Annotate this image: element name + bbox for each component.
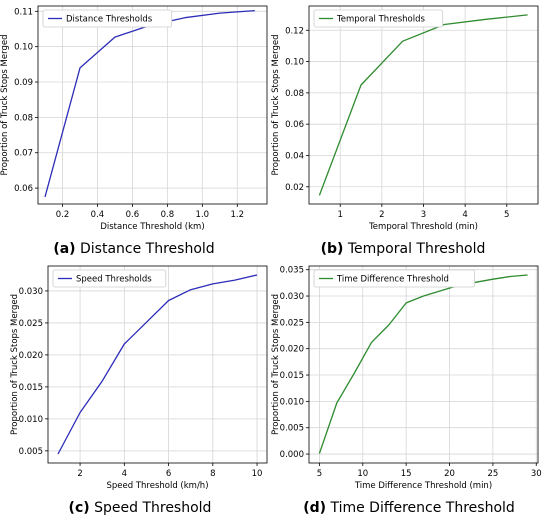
y-tick-label: 0.10 — [14, 43, 33, 53]
x-axis-label: Distance Threshold (km) — [100, 222, 204, 232]
x-tick-label: 5 — [504, 210, 509, 220]
caption-letter: (a) — [53, 241, 75, 257]
chart-panel-3: 2 4 6 8 10 0.005 0.010 0.015 0.020 0.025 0.030 Spee… — [10, 265, 268, 516]
panel-caption: (d) Time Difference Threshold — [303, 500, 515, 516]
plot-frame — [308, 265, 539, 464]
legend-label: Temporal Thresholds — [336, 15, 426, 25]
x-tick-label: 15 — [401, 469, 412, 479]
y-tick-label: 0.035 — [280, 266, 304, 276]
x-tick-label: 0.4 — [91, 210, 105, 220]
series-line — [44, 9, 255, 198]
legend: Time Difference Threshold — [313, 269, 475, 288]
x-tick-label: 25 — [487, 469, 498, 479]
panel-caption: (c) Speed Threshold — [69, 500, 212, 516]
plot-frame — [47, 265, 268, 464]
x-tick-label: 10 — [252, 469, 263, 479]
x-tick-label: 3 — [421, 210, 426, 220]
x-tick-label: 0.8 — [161, 210, 175, 220]
caption-letter: (d) — [303, 500, 326, 516]
y-tick-label: 0.08 — [14, 113, 33, 123]
caption-text: Temporal Threshold — [343, 241, 485, 257]
y-tick-label: 0.08 — [285, 89, 304, 99]
chart-panel-4: 5 10 15 20 25 30 0.000 0.005 0.010 0.015 0.020 0.02… — [271, 265, 542, 516]
x-tick-label: 20 — [444, 469, 455, 479]
x-tick-label: 30 — [531, 469, 542, 479]
caption-text: Distance Threshold — [76, 241, 215, 257]
y-tick-label: 0.04 — [285, 151, 304, 161]
chart-panel-2: 1 2 3 4 5 0.02 0.04 0.06 0.08 0.10 0.12 Temporal Th… — [271, 5, 539, 257]
legend-label: Speed Thresholds — [76, 275, 152, 285]
x-tick-label: 0.6 — [126, 210, 140, 220]
panel-caption: (a) Distance Threshold — [53, 241, 214, 257]
y-tick-label: 0.12 — [285, 26, 304, 36]
x-axis-label: Speed Threshold (km/h) — [106, 481, 208, 491]
legend: Distance Thresholds — [42, 9, 173, 28]
x-tick-label: 5 — [317, 469, 322, 479]
y-tick-label: 0.06 — [14, 184, 33, 194]
series-line — [57, 274, 258, 455]
x-axis-label: Time Difference Threshold (min) — [354, 481, 492, 491]
legend: Speed Thresholds — [52, 269, 167, 288]
y-tick-label: 0.015 — [280, 371, 304, 381]
y-tick-label: 0.02 — [285, 183, 304, 193]
chart-panel-1: 0.2 0.4 0.6 0.8 1.0 1.2 0.06 0.07 0.08 0.09 0.10 0.… — [0, 5, 268, 257]
caption-letter: (c) — [69, 500, 90, 516]
y-tick-label: 0.010 — [280, 397, 304, 407]
y-tick-label: 0.020 — [19, 351, 43, 361]
y-tick-label: 0.010 — [19, 415, 43, 425]
y-axis-label: Proportion of Truck Stops Merged — [10, 294, 20, 435]
x-tick-label: 1.0 — [196, 210, 210, 220]
plot-frame — [37, 5, 268, 205]
y-tick-label: 0.005 — [280, 424, 304, 434]
y-tick-label: 0.005 — [19, 447, 43, 457]
x-tick-label: 10 — [357, 469, 368, 479]
y-tick-label: 0.000 — [280, 450, 304, 460]
x-tick-label: 4 — [462, 210, 467, 220]
y-tick-label: 0.07 — [14, 149, 33, 159]
x-axis-label: Temporal Threshold (min) — [368, 222, 478, 232]
legend-box — [42, 9, 173, 28]
y-tick-label: 0.025 — [19, 319, 43, 329]
caption-text: Speed Threshold — [90, 500, 212, 516]
y-tick-label: 0.10 — [285, 58, 304, 68]
legend-label: Distance Thresholds — [66, 15, 153, 25]
legend-label: Time Difference Threshold — [336, 275, 449, 285]
x-tick-label: 2 — [379, 210, 384, 220]
y-tick-label: 0.030 — [19, 287, 43, 297]
y-tick-label: 0.015 — [19, 383, 43, 393]
legend-box — [313, 9, 444, 28]
series-line — [318, 274, 528, 454]
y-tick-label: 0.11 — [14, 7, 33, 17]
x-tick-label: 4 — [122, 469, 127, 479]
series-line — [318, 14, 528, 196]
legend: Temporal Thresholds — [313, 9, 444, 28]
x-tick-label: 6 — [166, 469, 171, 479]
y-tick-label: 0.030 — [280, 292, 304, 302]
x-tick-label: 1 — [338, 210, 343, 220]
x-tick-label: 1.2 — [231, 210, 245, 220]
x-tick-label: 2 — [77, 469, 82, 479]
y-axis-label: Proportion of Truck Stops Merged — [271, 35, 281, 176]
y-tick-label: 0.020 — [280, 345, 304, 355]
x-tick-label: 0.2 — [56, 210, 70, 220]
caption-text: Time Difference Threshold — [326, 500, 515, 516]
y-axis-label: Proportion of Truck Stops Merged — [271, 294, 281, 435]
y-axis-label: Proportion of Truck Stops Merged — [0, 35, 10, 176]
legend-box — [313, 269, 475, 288]
y-tick-label: 0.025 — [280, 318, 304, 328]
y-tick-label: 0.09 — [14, 78, 33, 88]
y-tick-label: 0.06 — [285, 120, 304, 130]
panel-caption: (b) Temporal Threshold — [321, 241, 486, 257]
caption-letter: (b) — [321, 241, 344, 257]
legend-box — [52, 269, 167, 288]
x-tick-label: 8 — [210, 469, 215, 479]
